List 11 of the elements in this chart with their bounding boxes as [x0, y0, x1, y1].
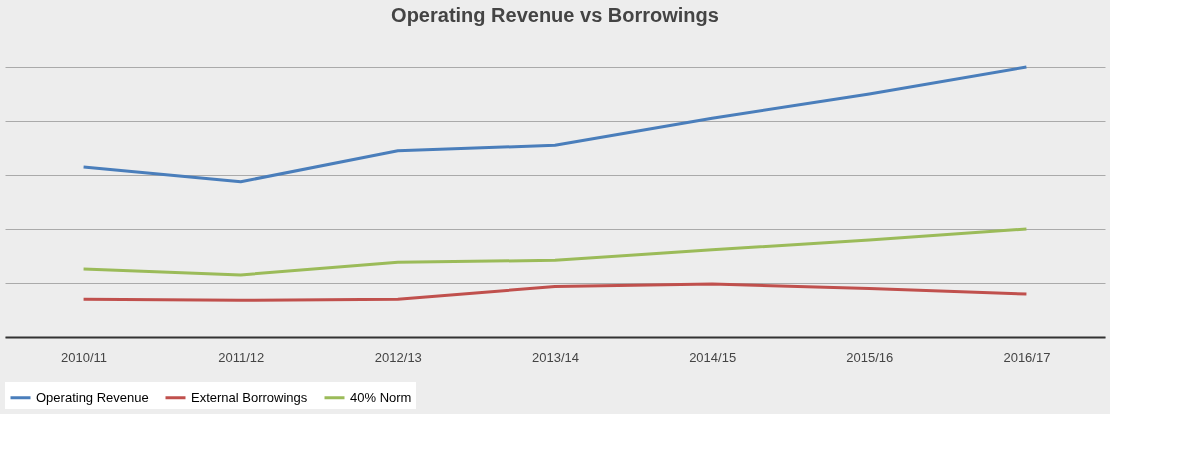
- x-tick-label: 2012/13: [374, 349, 422, 365]
- x-tick-label: 2010/11: [61, 349, 108, 365]
- x-tick-label: 2013/14: [532, 349, 579, 365]
- x-tick-label: 2014/15: [689, 349, 737, 365]
- chart-title: Operating Revenue vs Borrowings: [391, 3, 719, 26]
- x-tick-label: 2016/17: [1003, 349, 1051, 365]
- legend-label: 40% Norm: [350, 389, 412, 405]
- legend-label: Operating Revenue: [36, 389, 149, 405]
- x-tick-label: 2015/16: [846, 349, 894, 365]
- x-tick-label: 2011/12: [218, 349, 265, 365]
- legend-label: External Borrowings: [191, 389, 308, 405]
